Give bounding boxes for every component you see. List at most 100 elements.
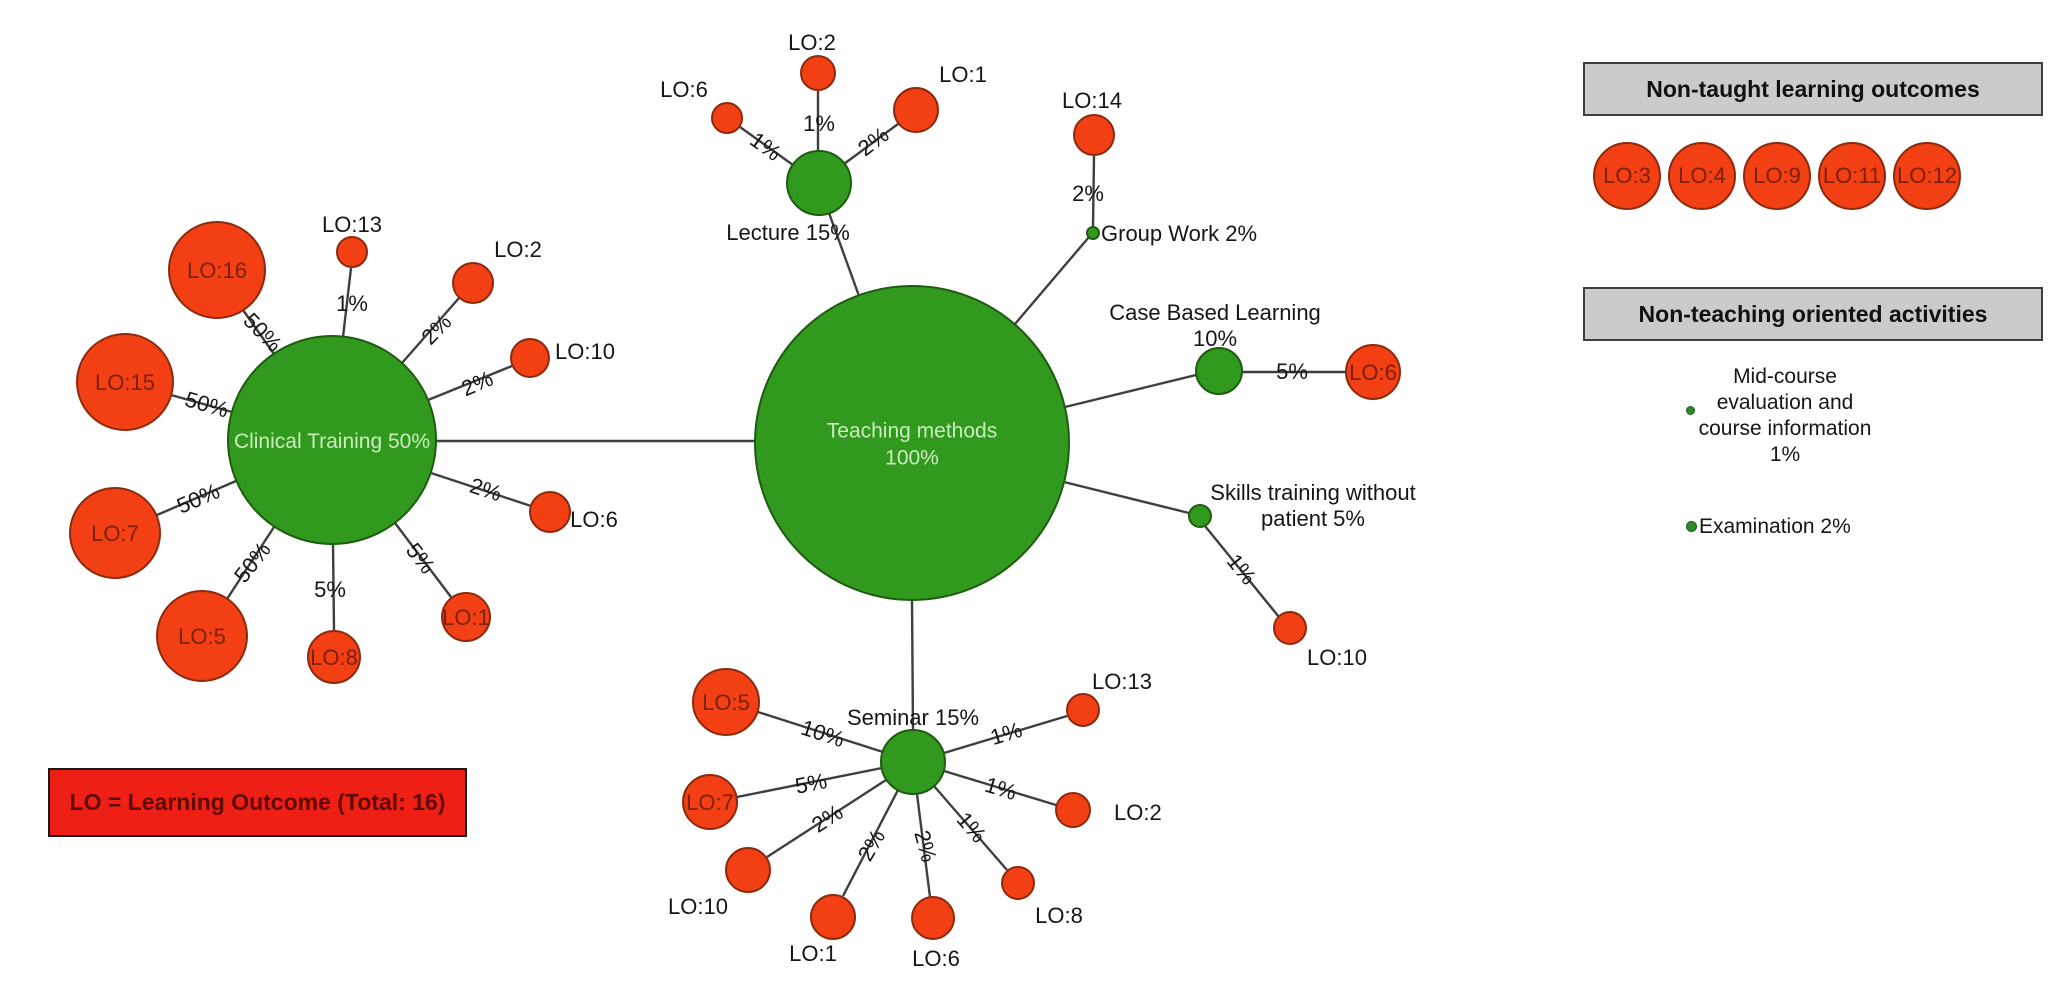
- edge-skills-training-skills-lo10: [1204, 525, 1280, 618]
- seminar-lo8-node: [1001, 866, 1035, 900]
- edge-group-work-groupwork-lo14: [1091, 155, 1096, 228]
- clinical-lo2-label: LO:2: [494, 237, 542, 262]
- seminar-lo10-node: [725, 847, 771, 893]
- edge-label-seminar-seminar-lo2: 1%: [982, 772, 1020, 805]
- edge-label-clinical-training-clinical-lo5: 50%: [229, 537, 276, 587]
- legend-non-taught-header: Non-taught learning outcomes: [1583, 62, 2043, 116]
- clinical-training-node: [227, 335, 437, 545]
- edge-seminar-seminar-lo6: [915, 793, 932, 898]
- edge-label-clinical-training-clinical-lo15: 50%: [182, 386, 231, 422]
- edge-seminar-seminar-lo13: [943, 714, 1068, 755]
- edge-teaching-methods-case-based-learning: [1064, 373, 1197, 409]
- seminar-lo13-node: [1066, 693, 1100, 727]
- groupwork-lo14-label: LO:14: [1062, 88, 1122, 113]
- midcourse-activity-dot: [1686, 406, 1695, 415]
- lecture-lo6-label: LO:6: [660, 77, 708, 102]
- edge-clinical-training-clinical-lo5: [225, 526, 276, 600]
- clinical-training-label: Clinical Training 50%: [234, 430, 430, 453]
- clinical-lo10-node: [510, 338, 550, 378]
- skills-training-label: Skills training without patient 5%: [1210, 480, 1415, 531]
- edge-seminar-seminar-lo5: [757, 710, 884, 754]
- clinical-lo10-label: LO:10: [555, 339, 615, 364]
- edge-label-lecture-lecture-lo2: 1%: [803, 111, 835, 136]
- lecture-lo1-label: LO:1: [939, 62, 987, 87]
- edge-clinical-training-clinical-lo13: [341, 267, 353, 338]
- edge-label-lecture-lecture-lo1: 2%: [853, 122, 893, 161]
- seminar-lo13-label: LO:13: [1092, 669, 1152, 694]
- legend-outcome-lo12: LO:12: [1893, 142, 1961, 210]
- edge-label-seminar-seminar-lo13: 1%: [987, 717, 1025, 750]
- teaching-methods-label: Teaching methods 100%: [827, 420, 997, 470]
- edge-teaching-methods-seminar: [910, 599, 915, 731]
- lo-key-label: LO = Learning Outcome (Total: 16): [69, 789, 446, 815]
- edge-clinical-training-clinical-lo15: [170, 393, 233, 414]
- clinical-lo6-label: LO:6: [570, 507, 618, 532]
- edge-label-seminar-seminar-lo10: 2%: [807, 799, 847, 837]
- clinical-lo8-label: LO:8: [310, 645, 358, 670]
- seminar-lo5-label: LO:5: [702, 690, 750, 715]
- clinical-lo13-node: [336, 236, 368, 268]
- edge-label-case-based-learning-cbl-lo6: 5%: [1276, 359, 1308, 384]
- case-based-learning-label: Case Based Learning 10%: [1109, 300, 1321, 351]
- edge-label-clinical-training-clinical-lo1: 5%: [401, 538, 440, 578]
- edge-label-clinical-training-clinical-lo6: 2%: [467, 473, 505, 507]
- lecture-lo2-node: [800, 55, 836, 91]
- edge-clinical-training-clinical-lo10: [427, 364, 513, 402]
- edge-label-clinical-training-clinical-lo8: 5%: [314, 577, 346, 602]
- clinical-lo1-node: [441, 592, 491, 642]
- clinical-lo6-node: [529, 491, 571, 533]
- seminar-lo7-label: LO:7: [686, 790, 734, 815]
- clinical-lo15-node: [76, 333, 174, 431]
- cbl-lo6-node: [1345, 344, 1401, 400]
- legend-outcome-lo4: LO:4: [1668, 142, 1736, 210]
- clinical-lo16-node: [168, 221, 266, 319]
- edge-teaching-methods-lecture: [827, 212, 861, 297]
- skills-lo10-label: LO:10: [1307, 645, 1367, 670]
- edge-label-clinical-training-clinical-lo7: 50%: [173, 478, 223, 518]
- examination-activity-label: Examination 2%: [1699, 515, 1851, 538]
- seminar-lo1-node: [810, 894, 856, 940]
- edge-clinical-training-clinical-lo16: [242, 309, 275, 355]
- clinical-lo5-node: [156, 590, 248, 682]
- seminar-node: [880, 729, 946, 795]
- seminar-lo1-label: LO:1: [789, 941, 837, 966]
- midcourse-line-4: 1%: [1769, 443, 1801, 466]
- legend-non-taught-title: Non-taught learning outcomes: [1646, 75, 1980, 102]
- edge-clinical-training-clinical-lo2: [401, 297, 460, 364]
- seminar-lo6-node: [911, 896, 955, 940]
- edge-label-seminar-seminar-lo1: 2%: [853, 825, 891, 865]
- lo-key-box: LO = Learning Outcome (Total: 16): [48, 768, 467, 837]
- clinical-lo7-label: LO:7: [91, 521, 139, 546]
- lecture-lo1-node: [893, 87, 939, 133]
- edge-seminar-seminar-lo7: [736, 766, 883, 799]
- edge-seminar-seminar-lo8: [933, 785, 1008, 871]
- clinical-lo5-label: LO:5: [178, 624, 226, 649]
- edge-label-seminar-seminar-lo6: 2%: [909, 828, 941, 865]
- seminar-label: Seminar 15%: [847, 705, 979, 730]
- midcourse-line-2: evaluation and: [1716, 391, 1854, 414]
- lecture-label: Lecture 15%: [726, 220, 850, 245]
- clinical-lo13-label: LO:13: [322, 212, 382, 237]
- lecture-lo2-label: LO:2: [788, 30, 836, 55]
- edge-label-seminar-seminar-lo7: 5%: [793, 768, 829, 799]
- edge-seminar-seminar-lo1: [841, 789, 900, 897]
- skills-lo10-node: [1273, 611, 1307, 645]
- teaching-methods-node: [754, 285, 1070, 601]
- lecture-node: [786, 150, 852, 216]
- legend-outcome-lo11: LO:11: [1818, 142, 1886, 210]
- examination-activity-dot: [1686, 521, 1697, 532]
- seminar-lo7-node: [682, 774, 738, 830]
- edge-seminar-seminar-lo2: [943, 769, 1057, 807]
- seminar-lo5-node: [692, 668, 760, 736]
- seminar-lo8-label: LO:8: [1035, 903, 1083, 928]
- clinical-lo2-node: [452, 262, 494, 304]
- clinical-lo1-label: LO:1: [442, 605, 490, 630]
- edge-label-lecture-lecture-lo6: 1%: [745, 127, 785, 166]
- group-work-node: [1086, 226, 1100, 240]
- clinical-lo7-node: [69, 487, 161, 579]
- midcourse-activity-label: Mid-course evaluation and course informa…: [1660, 364, 1910, 468]
- edge-clinical-training-clinical-lo8: [331, 543, 336, 631]
- edge-label-clinical-training-clinical-lo10: 2%: [458, 366, 497, 401]
